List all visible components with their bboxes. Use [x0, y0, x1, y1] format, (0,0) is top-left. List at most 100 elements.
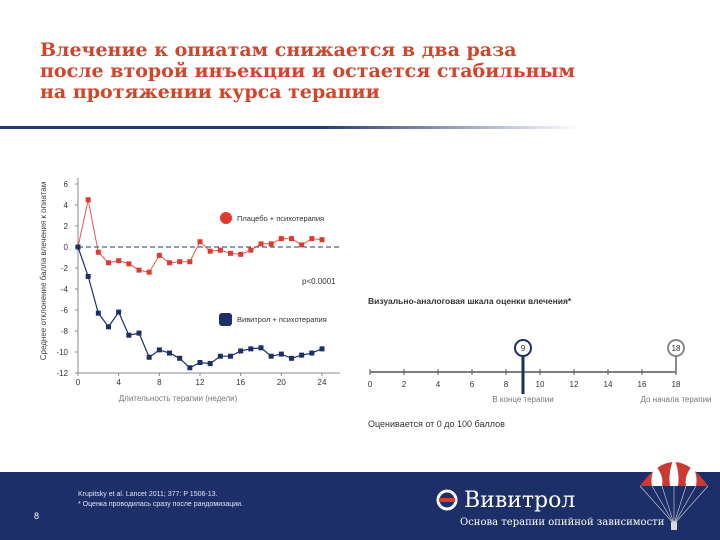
- vivitrol-point: [309, 350, 315, 356]
- placebo-point: [146, 269, 152, 275]
- parachute-icon: [639, 458, 709, 530]
- vas-tick-label: 2: [402, 380, 407, 389]
- y-tick-label: -10: [56, 348, 68, 357]
- vivitrol-line: [77, 246, 323, 369]
- x-tick-label: 8: [157, 378, 162, 387]
- placebo-point: [167, 260, 172, 266]
- vivitrol-point: [187, 365, 193, 371]
- placebo-point: [126, 261, 132, 267]
- vivitrol-point: [136, 330, 142, 336]
- p-value: p<0.0001: [302, 277, 336, 286]
- vas-start-marker-value: 18: [672, 344, 681, 353]
- vivitrol-point: [299, 352, 305, 358]
- placebo-point: [248, 247, 254, 253]
- page-title: Влечение к опиатам снижается в два раза …: [40, 40, 640, 103]
- x-tick-label: 20: [277, 378, 286, 387]
- placebo-point: [207, 248, 213, 254]
- y-tick-label: -12: [56, 369, 68, 378]
- title-line-3: на протяжении курса терапии: [40, 81, 380, 103]
- chart-area: Среднее отклонение балла влечения к опиа…: [39, 178, 712, 429]
- vas-note: Оценивается от 0 до 100 баллов: [368, 419, 505, 429]
- y-tick-label: 2: [64, 222, 69, 231]
- vivitrol-point: [228, 353, 233, 359]
- placebo-point: [136, 267, 142, 273]
- title-line-1: Влечение к опиатам снижается в два раза: [40, 39, 517, 61]
- vivitrol-point: [268, 353, 274, 359]
- vivitrol-point: [248, 346, 254, 352]
- vivitrol-point: [177, 355, 183, 361]
- vivitrol-point: [95, 310, 101, 316]
- vas-end-marker-value: 9: [521, 344, 526, 353]
- placebo-point: [278, 236, 284, 242]
- brand-logo: Вивитрол: [436, 485, 575, 515]
- brand-name: Вивитрол: [464, 487, 576, 513]
- placebo-point: [309, 236, 315, 242]
- vivitrol-point: [207, 361, 213, 367]
- vas-tick-label: 16: [638, 380, 647, 389]
- placebo-point: [156, 252, 162, 258]
- placebo-point: [197, 239, 203, 245]
- vivitrol-point: [197, 360, 203, 365]
- vivitrol-point: [106, 324, 111, 330]
- vas-tick-label: 0: [368, 380, 373, 389]
- y-tick-label: -8: [61, 327, 69, 336]
- placebo-point: [177, 259, 183, 265]
- brand-tagline: Основа терапии опийной зависимости: [460, 517, 665, 528]
- vas-tick-label: 12: [570, 380, 579, 389]
- legend-placebo-marker: [220, 212, 232, 224]
- vas-start-marker-caption: До начала терапии: [640, 395, 711, 404]
- vas-tick-label: 14: [604, 380, 613, 389]
- placebo-point: [289, 236, 294, 242]
- placebo-point: [258, 241, 264, 247]
- y-axis-label: Среднее отклонение балла влечения к опиа…: [39, 182, 48, 360]
- placebo-point: [85, 197, 91, 203]
- y-tick-label: 4: [64, 201, 69, 210]
- vivitrol-point: [146, 354, 152, 360]
- x-tick-label: 16: [236, 378, 245, 387]
- y-tick-label: -6: [61, 306, 69, 315]
- vivitrol-point: [278, 351, 284, 357]
- vas-start-marker-circle: [667, 339, 685, 357]
- vas-tick-label: 6: [470, 380, 475, 389]
- legend-placebo-label: Плацебо + психотерапия: [237, 214, 324, 223]
- x-tick-label: 24: [318, 378, 327, 387]
- placebo-point: [187, 259, 193, 265]
- legend-vivitrol-label: Вивитрол + психотерапия: [237, 315, 327, 324]
- vas-tick-label: 4: [436, 380, 441, 389]
- vivitrol-point: [85, 273, 91, 279]
- placebo-point: [95, 249, 101, 255]
- reference-footnote: * Оценка проводилась сразу после рандоми…: [78, 501, 243, 508]
- placebo-point: [299, 242, 305, 248]
- y-tick-label: -4: [61, 285, 69, 294]
- legend-vivitrol-marker: [219, 313, 232, 326]
- vas-title: Визуально-аналоговая шкала оценки влечен…: [368, 296, 572, 306]
- page-number: 8: [34, 511, 40, 521]
- y-tick-label: 0: [64, 243, 69, 252]
- vas-end-marker-caption: В конце терапии: [492, 395, 553, 404]
- legend-vivitrol: Вивитрол + психотерапия: [219, 313, 327, 326]
- placebo-point: [217, 247, 223, 253]
- vivitrol-point: [258, 345, 264, 351]
- y-tick-label: 6: [64, 180, 69, 189]
- placebo-point: [106, 260, 111, 266]
- legend-placebo: Плацебо + психотерапия: [220, 212, 324, 224]
- title-divider: [0, 126, 580, 129]
- title-line-2: после второй инъекции и остается стабиль…: [40, 60, 576, 82]
- placebo-point: [116, 258, 122, 264]
- baseline-point: [75, 244, 81, 250]
- references: Krupitsky et al. Lancet 2011; 377: P 150…: [78, 490, 243, 510]
- vas-end-marker-circle: [514, 339, 532, 357]
- vivitrol-point: [116, 309, 122, 315]
- placebo-point: [228, 250, 233, 256]
- vivitrol-point: [238, 348, 244, 354]
- vivitrol-point: [217, 353, 223, 359]
- vas-tick-label: 18: [672, 380, 681, 389]
- vivitrol-point: [319, 346, 325, 352]
- vas-tick-label: 10: [536, 380, 545, 389]
- footer-band: [0, 472, 720, 540]
- vivitrol-point: [167, 350, 172, 356]
- brand-logo-icon: [436, 489, 458, 511]
- x-axis-label: Длительность терапии (недели): [119, 394, 238, 403]
- placebo-point: [268, 241, 274, 247]
- placebo-line: [77, 199, 323, 273]
